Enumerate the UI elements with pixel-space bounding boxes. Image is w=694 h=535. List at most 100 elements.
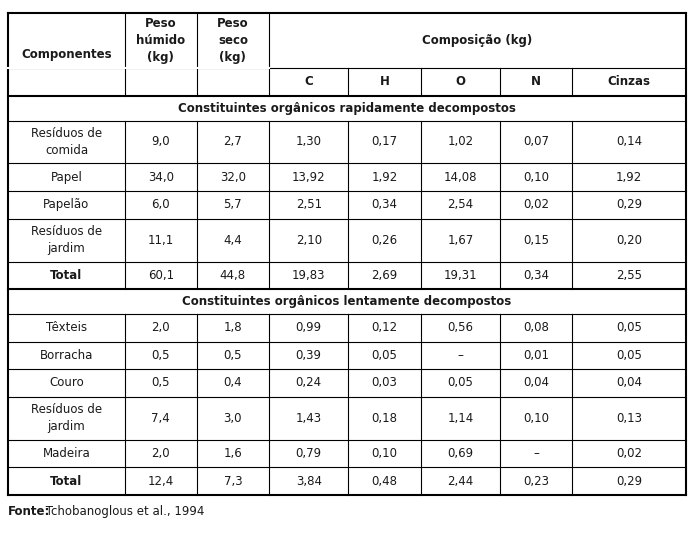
Text: C: C — [305, 75, 313, 88]
Text: 2,10: 2,10 — [296, 234, 322, 247]
Text: 0,05: 0,05 — [616, 349, 642, 362]
Text: 0,34: 0,34 — [523, 269, 549, 282]
Text: Total: Total — [51, 269, 83, 282]
Text: Resíduos de
comida: Resíduos de comida — [31, 127, 102, 157]
Text: 0,26: 0,26 — [371, 234, 398, 247]
Text: 0,24: 0,24 — [296, 377, 322, 389]
Text: Têxteis: Têxteis — [46, 321, 87, 334]
Text: Papel: Papel — [51, 171, 83, 184]
Text: 0,99: 0,99 — [296, 321, 322, 334]
Text: 0,12: 0,12 — [371, 321, 398, 334]
Text: 1,8: 1,8 — [223, 321, 242, 334]
Text: 1,14: 1,14 — [447, 412, 473, 425]
Text: 13,92: 13,92 — [292, 171, 325, 184]
Text: 3,0: 3,0 — [223, 412, 242, 425]
Text: Composição (kg): Composição (kg) — [422, 34, 532, 47]
Text: 0,05: 0,05 — [371, 349, 398, 362]
Text: 0,14: 0,14 — [616, 135, 642, 149]
Text: 0,34: 0,34 — [371, 198, 398, 211]
Text: 0,5: 0,5 — [223, 349, 242, 362]
Text: O: O — [455, 75, 466, 88]
Text: Peso
seco
(kg): Peso seco (kg) — [217, 17, 248, 64]
Text: 0,5: 0,5 — [151, 377, 170, 389]
Text: 4,4: 4,4 — [223, 234, 242, 247]
Text: 2,7: 2,7 — [223, 135, 242, 149]
Text: 0,29: 0,29 — [616, 475, 642, 487]
Text: 60,1: 60,1 — [148, 269, 174, 282]
Text: 2,44: 2,44 — [447, 475, 473, 487]
Text: 2,0: 2,0 — [151, 447, 170, 460]
Text: 0,48: 0,48 — [371, 475, 398, 487]
Text: 2,54: 2,54 — [448, 198, 473, 211]
Text: 19,31: 19,31 — [443, 269, 477, 282]
Text: –: – — [533, 447, 539, 460]
Text: 6,0: 6,0 — [151, 198, 170, 211]
Text: 0,08: 0,08 — [523, 321, 549, 334]
Text: 0,15: 0,15 — [523, 234, 549, 247]
Text: 7,4: 7,4 — [151, 412, 170, 425]
Text: 0,69: 0,69 — [448, 447, 473, 460]
Text: 34,0: 34,0 — [148, 171, 174, 184]
Text: 0,07: 0,07 — [523, 135, 549, 149]
Text: 0,04: 0,04 — [616, 377, 642, 389]
Text: 0,79: 0,79 — [296, 447, 322, 460]
Text: 0,20: 0,20 — [616, 234, 642, 247]
Text: 0,29: 0,29 — [616, 198, 642, 211]
Text: 1,02: 1,02 — [448, 135, 473, 149]
Text: 0,5: 0,5 — [151, 349, 170, 362]
Text: 3,84: 3,84 — [296, 475, 322, 487]
Text: Cinzas: Cinzas — [607, 75, 650, 88]
Text: 9,0: 9,0 — [151, 135, 170, 149]
Text: Componentes: Componentes — [22, 48, 112, 61]
Text: Borracha: Borracha — [40, 349, 93, 362]
Text: 0,05: 0,05 — [616, 321, 642, 334]
Text: Papelão: Papelão — [43, 198, 90, 211]
Text: Resíduos de
jardim: Resíduos de jardim — [31, 225, 102, 255]
Text: 0,18: 0,18 — [371, 412, 398, 425]
Text: 0,13: 0,13 — [616, 412, 642, 425]
Text: 1,67: 1,67 — [447, 234, 473, 247]
Text: 19,83: 19,83 — [292, 269, 325, 282]
Text: 0,02: 0,02 — [523, 198, 549, 211]
Text: 2,0: 2,0 — [151, 321, 170, 334]
Text: 0,39: 0,39 — [296, 349, 322, 362]
Text: 2,55: 2,55 — [616, 269, 642, 282]
Text: 0,4: 0,4 — [223, 377, 242, 389]
Text: 0,23: 0,23 — [523, 475, 549, 487]
Text: 1,6: 1,6 — [223, 447, 242, 460]
Text: Madeira: Madeira — [42, 447, 90, 460]
Text: Couro: Couro — [49, 377, 84, 389]
Text: 0,10: 0,10 — [523, 171, 549, 184]
Text: Total: Total — [51, 475, 83, 487]
Text: 0,01: 0,01 — [523, 349, 549, 362]
Text: Fonte:: Fonte: — [8, 505, 51, 517]
Text: Constituintes orgânicos rapidamente decompostos: Constituintes orgânicos rapidamente deco… — [178, 102, 516, 114]
Text: 1,43: 1,43 — [296, 412, 322, 425]
Text: 1,30: 1,30 — [296, 135, 322, 149]
Text: 0,10: 0,10 — [523, 412, 549, 425]
Text: N: N — [531, 75, 541, 88]
Text: 1,92: 1,92 — [371, 171, 398, 184]
Text: 32,0: 32,0 — [220, 171, 246, 184]
Text: Resíduos de
jardim: Resíduos de jardim — [31, 403, 102, 433]
Text: H: H — [380, 75, 389, 88]
Text: 0,17: 0,17 — [371, 135, 398, 149]
Text: 0,02: 0,02 — [616, 447, 642, 460]
Text: Tchobanoglous et al., 1994: Tchobanoglous et al., 1994 — [42, 505, 204, 517]
Text: 12,4: 12,4 — [148, 475, 174, 487]
Text: 2,51: 2,51 — [296, 198, 322, 211]
Text: 7,3: 7,3 — [223, 475, 242, 487]
Text: Peso
húmido
(kg): Peso húmido (kg) — [136, 17, 185, 64]
Text: 11,1: 11,1 — [148, 234, 174, 247]
Text: 0,04: 0,04 — [523, 377, 549, 389]
Text: 14,08: 14,08 — [443, 171, 477, 184]
Text: 0,56: 0,56 — [448, 321, 473, 334]
Text: 0,10: 0,10 — [371, 447, 398, 460]
Text: 1,92: 1,92 — [616, 171, 642, 184]
Text: 2,69: 2,69 — [371, 269, 398, 282]
Text: 44,8: 44,8 — [220, 269, 246, 282]
Text: 5,7: 5,7 — [223, 198, 242, 211]
Text: –: – — [457, 349, 464, 362]
Text: 0,05: 0,05 — [448, 377, 473, 389]
Text: 0,03: 0,03 — [371, 377, 398, 389]
